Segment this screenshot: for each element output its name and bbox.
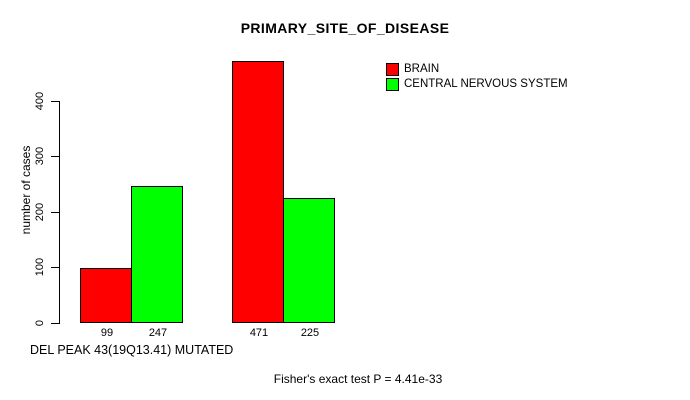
- bar-brain-group1: [80, 268, 132, 323]
- legend-label-brain: BRAIN: [404, 63, 440, 75]
- legend-swatch-brain: [386, 63, 399, 76]
- y-tick-mark-300: [51, 156, 59, 157]
- y-tick-mark-0: [51, 323, 59, 324]
- x-axis-label: DEL PEAK 43(19Q13.41) MUTATED: [30, 343, 234, 357]
- bar-central-nervous-system-group2: [283, 198, 335, 323]
- bar-count-label-central-nervous-system-group2: 225: [300, 327, 320, 339]
- bar-count-label-brain-group1: 99: [100, 327, 114, 339]
- y-axis-line: [59, 101, 60, 324]
- y-tick-label-100: 100: [34, 257, 46, 277]
- legend-entry-central-nervous-system: CENTRAL NERVOUS SYSTEM: [386, 77, 568, 92]
- legend-entry-brain: BRAIN: [386, 62, 568, 77]
- legend-swatch-central-nervous-system: [386, 78, 399, 91]
- bar-count-label-central-nervous-system-group1: 247: [148, 327, 168, 339]
- bar-count-label-brain-group2: 471: [249, 327, 269, 339]
- y-tick-label-0: 0: [34, 319, 46, 327]
- y-tick-mark-200: [51, 212, 59, 213]
- y-tick-label-300: 300: [34, 146, 46, 166]
- y-tick-mark-400: [51, 101, 59, 102]
- y-tick-label-400: 400: [34, 91, 46, 111]
- legend-label-central-nervous-system: CENTRAL NERVOUS SYSTEM: [404, 78, 568, 90]
- bar-brain-group2: [232, 61, 284, 323]
- y-tick-label-200: 200: [34, 202, 46, 222]
- y-tick-mark-100: [51, 267, 59, 268]
- bar-central-nervous-system-group1: [131, 186, 183, 323]
- y-axis-label: number of cases: [19, 145, 33, 235]
- chart-title: PRIMARY_SITE_OF_DISEASE: [240, 20, 450, 36]
- pvalue-annotation: Fisher's exact test P = 4.41e-33: [273, 372, 443, 386]
- legend: BRAIN CENTRAL NERVOUS SYSTEM: [386, 62, 568, 92]
